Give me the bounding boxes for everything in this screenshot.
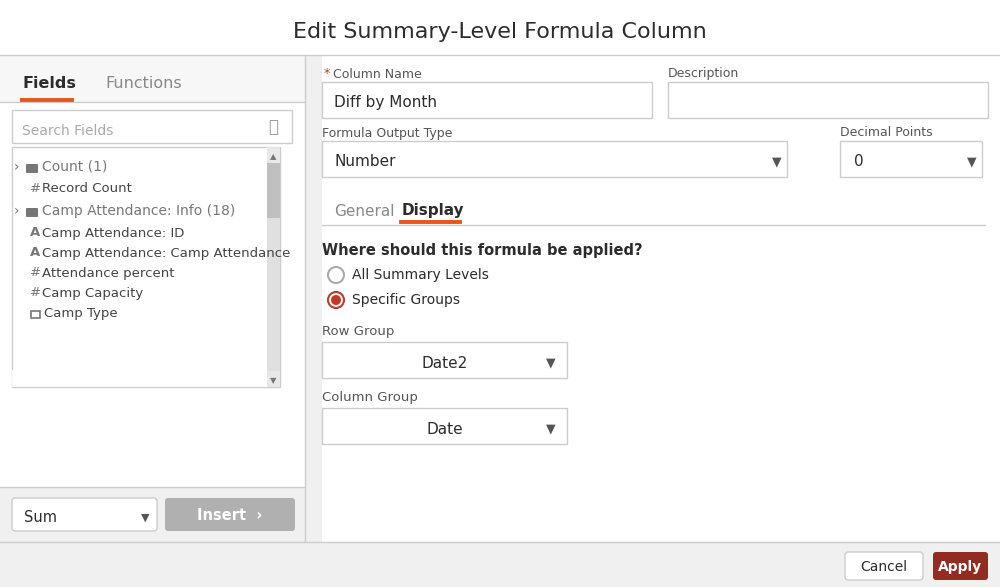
Text: ▼: ▼ xyxy=(546,356,556,369)
Text: ▼: ▼ xyxy=(546,423,556,436)
Text: Camp Attendance: Info (18): Camp Attendance: Info (18) xyxy=(42,204,235,218)
Circle shape xyxy=(331,295,341,305)
Bar xyxy=(31,311,40,318)
Text: Where should this formula be applied?: Where should this formula be applied? xyxy=(322,242,643,258)
Text: #: # xyxy=(30,183,41,195)
Text: Camp Type: Camp Type xyxy=(44,306,118,319)
Text: Camp Attendance: Camp Attendance: Camp Attendance: Camp Attendance xyxy=(42,247,290,259)
Text: Specific Groups: Specific Groups xyxy=(352,293,460,307)
FancyBboxPatch shape xyxy=(26,208,38,217)
Text: Description: Description xyxy=(668,68,739,80)
Text: *: * xyxy=(324,68,330,80)
Bar xyxy=(322,408,567,444)
Bar xyxy=(322,188,982,226)
Text: ▼: ▼ xyxy=(140,513,149,523)
Bar xyxy=(0,542,1000,587)
Text: Number: Number xyxy=(334,154,396,170)
Text: Diff by Month: Diff by Month xyxy=(334,96,437,110)
Text: Date: Date xyxy=(426,421,463,437)
Bar xyxy=(267,147,280,387)
Text: ›: › xyxy=(14,160,20,174)
Text: General: General xyxy=(334,204,394,218)
Text: Decimal Points: Decimal Points xyxy=(840,127,933,140)
FancyBboxPatch shape xyxy=(165,498,295,531)
Text: Insert  ›: Insert › xyxy=(197,508,263,522)
Text: 0: 0 xyxy=(854,154,864,170)
Text: ▼: ▼ xyxy=(772,156,782,168)
Text: Cancel: Cancel xyxy=(860,560,908,574)
FancyBboxPatch shape xyxy=(26,164,38,173)
FancyBboxPatch shape xyxy=(933,552,988,580)
Text: Row Group: Row Group xyxy=(322,326,394,339)
Bar xyxy=(0,0,1000,55)
Text: Column Name: Column Name xyxy=(333,68,422,80)
Text: A: A xyxy=(30,247,40,259)
Text: Fields: Fields xyxy=(22,76,76,90)
FancyBboxPatch shape xyxy=(845,552,923,580)
Bar xyxy=(0,55,305,102)
Bar xyxy=(267,163,280,218)
Text: Search Fields: Search Fields xyxy=(22,124,113,138)
Text: ▲: ▲ xyxy=(270,153,276,161)
Text: Record Count: Record Count xyxy=(42,183,132,195)
Text: #: # xyxy=(30,286,41,299)
Text: Sum: Sum xyxy=(24,511,57,525)
Text: Functions: Functions xyxy=(105,76,182,90)
Bar xyxy=(12,110,292,143)
Bar xyxy=(12,370,267,387)
Bar xyxy=(267,147,280,163)
Bar xyxy=(0,55,305,542)
FancyBboxPatch shape xyxy=(12,498,157,531)
Bar xyxy=(840,141,982,177)
Text: Date2: Date2 xyxy=(421,356,468,370)
Text: Count (1): Count (1) xyxy=(42,160,107,174)
Circle shape xyxy=(328,267,344,283)
Bar xyxy=(322,141,787,177)
Text: Column Group: Column Group xyxy=(322,392,418,404)
Text: Camp Capacity: Camp Capacity xyxy=(42,286,143,299)
Text: ▼: ▼ xyxy=(967,156,977,168)
Text: #: # xyxy=(30,266,41,279)
Text: Display: Display xyxy=(402,204,465,218)
Bar xyxy=(12,147,280,387)
Text: Edit Summary-Level Formula Column: Edit Summary-Level Formula Column xyxy=(293,22,707,42)
Text: ⌕: ⌕ xyxy=(268,118,278,136)
Text: ▼: ▼ xyxy=(270,376,276,386)
Text: Attendance percent: Attendance percent xyxy=(42,266,175,279)
Bar xyxy=(267,371,280,387)
Bar xyxy=(0,487,305,542)
Text: A: A xyxy=(30,227,40,239)
Bar xyxy=(322,82,652,118)
Text: All Summary Levels: All Summary Levels xyxy=(352,268,489,282)
Bar xyxy=(322,55,1000,542)
Bar xyxy=(668,82,988,118)
Circle shape xyxy=(328,292,344,308)
Text: Apply: Apply xyxy=(938,560,982,574)
Text: Camp Attendance: ID: Camp Attendance: ID xyxy=(42,227,184,239)
Text: ›: › xyxy=(14,204,20,218)
Bar xyxy=(322,342,567,378)
Text: Formula Output Type: Formula Output Type xyxy=(322,127,452,140)
